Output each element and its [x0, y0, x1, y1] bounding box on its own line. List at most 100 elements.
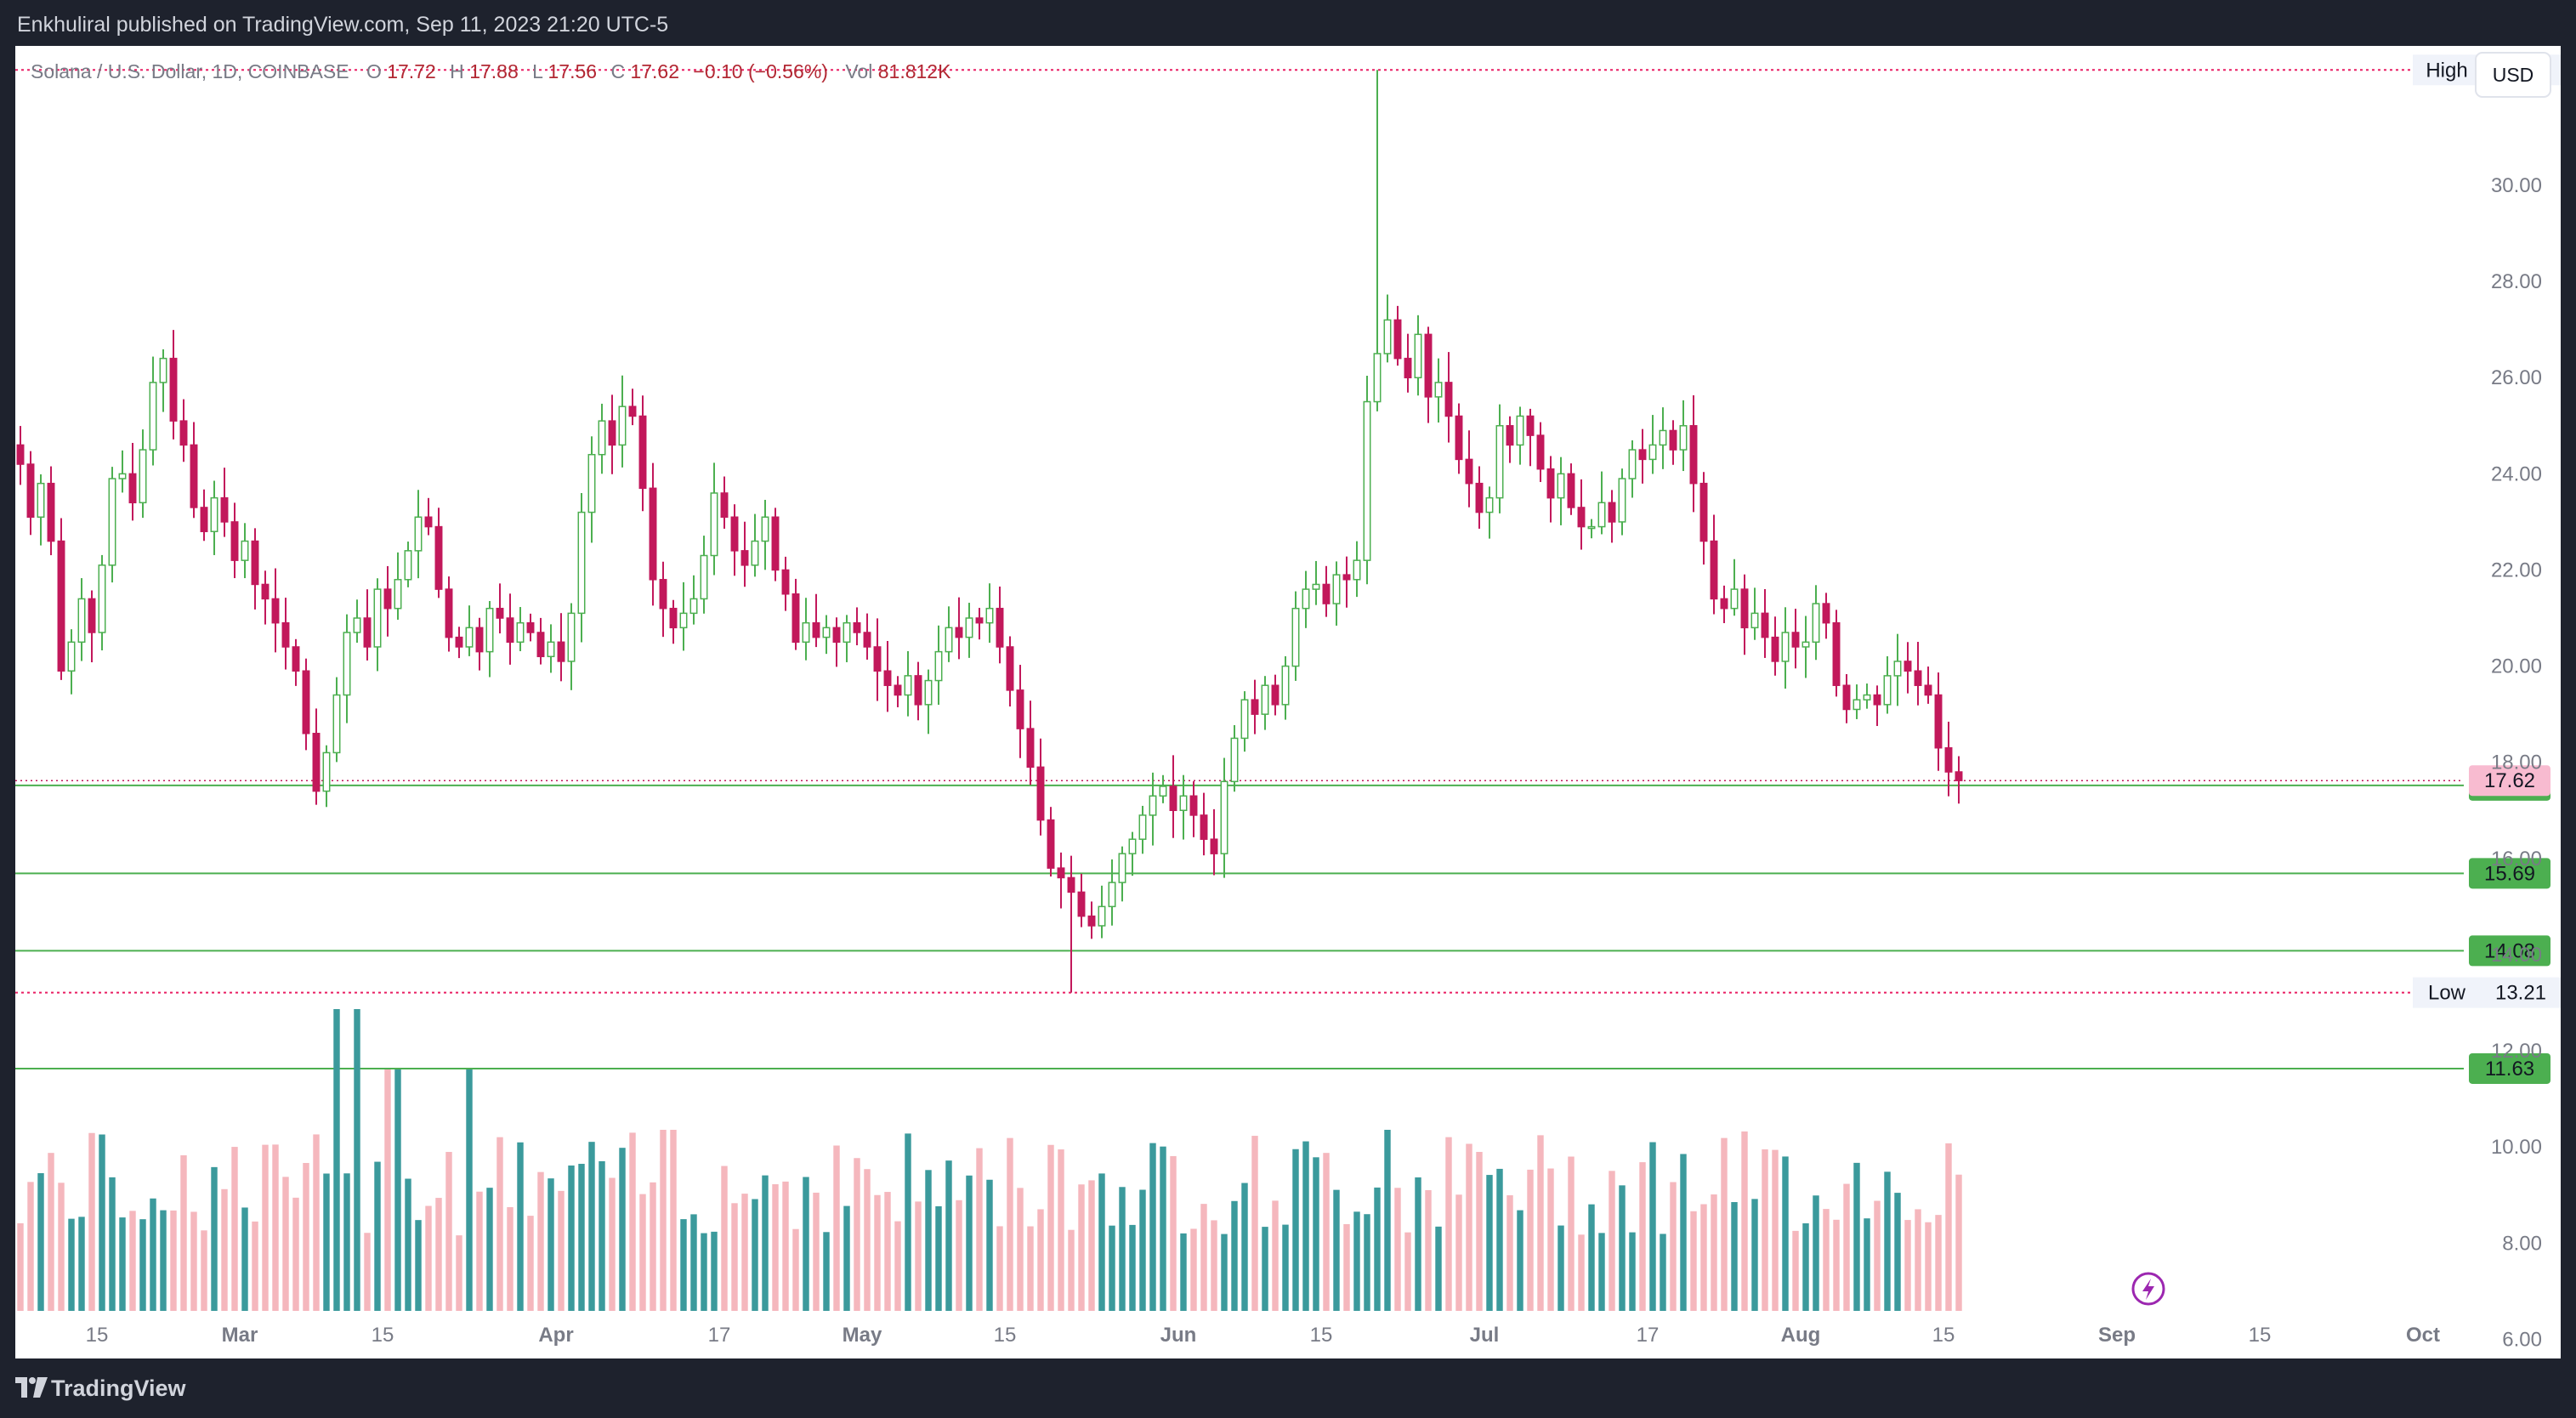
volume-bar [1262, 1227, 1268, 1311]
volume-bar [752, 1199, 758, 1311]
volume-bar [139, 1219, 146, 1311]
candle-body [1373, 353, 1382, 403]
volume-bar [88, 1132, 95, 1311]
volume-bar [680, 1219, 687, 1311]
volume-bar [1098, 1173, 1105, 1311]
legend-low-label: L [532, 60, 543, 82]
volume-bar [1609, 1171, 1615, 1311]
candle-body [179, 420, 188, 446]
volume-bar [792, 1228, 799, 1311]
candle-body [475, 627, 484, 653]
volume-bar [548, 1178, 554, 1311]
candle-body [965, 617, 973, 638]
candle-body [883, 670, 892, 686]
volume-bar [690, 1214, 697, 1311]
volume-bar [1833, 1219, 1840, 1311]
candle-body [1771, 636, 1779, 662]
volume-bar [313, 1134, 320, 1311]
candle-body [689, 598, 698, 615]
volume-bar [1394, 1188, 1401, 1311]
candle-body [1363, 400, 1371, 561]
candle-body [1710, 540, 1718, 600]
candle-body [455, 636, 463, 648]
candle-body [547, 641, 555, 658]
candle-body [383, 588, 392, 610]
candle-body [730, 516, 739, 552]
candle-body [945, 627, 953, 653]
candle-body [302, 670, 310, 735]
y-tick-label: 6.00 [2502, 1328, 2542, 1351]
chart-frame[interactable]: High32.40Low13.2117.5215.6914.0811.6317.… [15, 46, 2561, 1358]
chart-svg[interactable]: High32.40Low13.2117.5215.6914.0811.6317.… [15, 46, 2561, 1358]
candle-body [251, 540, 259, 586]
volume-bar [1690, 1211, 1697, 1311]
volume-bar [1068, 1229, 1075, 1311]
x-tick-label: 17 [708, 1324, 731, 1347]
volume-bar [588, 1142, 595, 1311]
candle-body [1567, 473, 1575, 508]
candle-body [465, 627, 474, 648]
volume-bar [211, 1166, 218, 1311]
candle-body [914, 675, 922, 706]
volume-bar [1302, 1141, 1309, 1311]
replay-button[interactable] [2131, 1272, 2165, 1306]
candle-body [710, 492, 718, 557]
candle-body [1720, 598, 1728, 610]
volume-bar [78, 1217, 85, 1311]
x-tick-label: Jun [1160, 1324, 1197, 1347]
legend-open-label: O [366, 60, 382, 82]
candle-body [1108, 882, 1116, 908]
candle-body [1383, 319, 1392, 354]
candle-body [628, 406, 637, 417]
volume-bar [201, 1230, 207, 1311]
candle-body [1863, 694, 1871, 700]
volume-bar [1221, 1234, 1228, 1311]
candle-body [1750, 612, 1759, 629]
volume-bar [731, 1203, 738, 1311]
candle-body [1251, 699, 1259, 715]
footer-brand: TradingView [51, 1375, 186, 1401]
volume-bar [1741, 1131, 1748, 1311]
volume-bar [1364, 1214, 1370, 1311]
volume-bar [1782, 1156, 1789, 1311]
currency-label: USD [2493, 64, 2534, 86]
volume-bar [252, 1221, 258, 1311]
candle-body [557, 641, 565, 662]
candle-body [1873, 694, 1881, 706]
candle-body [281, 621, 290, 648]
candle-body [1302, 588, 1310, 610]
currency-button[interactable]: USD [2475, 52, 2551, 98]
price-label: 15.69 [2484, 862, 2535, 885]
volume-bar [1629, 1232, 1636, 1311]
volume-bar [496, 1137, 503, 1311]
last-price-label-bg [2469, 765, 2550, 797]
candle-body [526, 621, 535, 633]
candle-body [608, 420, 616, 446]
candle-body [1179, 795, 1188, 812]
candle-body [118, 473, 127, 479]
volume-bar [1731, 1202, 1738, 1311]
candle-body [1934, 694, 1943, 749]
candle-body [1067, 876, 1075, 893]
candle-body [139, 449, 147, 504]
volume-bar [854, 1158, 860, 1311]
volume-bar [986, 1179, 993, 1311]
volume-bar [803, 1177, 809, 1311]
candle-body [1077, 891, 1086, 917]
lightning-icon [2142, 1279, 2154, 1300]
volume-bar [537, 1171, 544, 1311]
legend-close-label: C [610, 60, 625, 82]
candle-body [37, 482, 45, 519]
legend-high-label: H [450, 60, 464, 82]
volume-bar [1680, 1154, 1687, 1311]
volume-bar [231, 1147, 238, 1311]
candle-body [16, 444, 25, 465]
candle-body [1434, 382, 1443, 398]
candle-body [1536, 434, 1545, 470]
candle-body [1618, 478, 1626, 523]
volume-bar [1374, 1187, 1381, 1311]
volume-bar [150, 1198, 156, 1311]
volume-bar [1486, 1175, 1493, 1311]
price-label-bg [2469, 858, 2550, 889]
candle-body [781, 569, 790, 595]
